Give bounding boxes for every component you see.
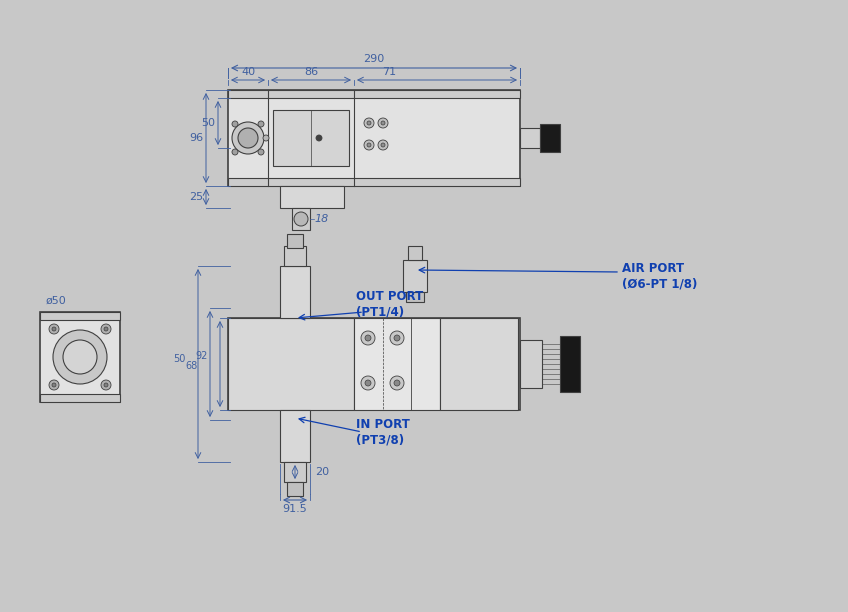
Circle shape [367, 143, 371, 147]
Circle shape [232, 122, 264, 154]
Circle shape [361, 331, 375, 345]
Text: 68: 68 [186, 361, 198, 371]
Bar [520, 128, 540, 148]
Bar [228, 318, 354, 410]
Circle shape [104, 327, 108, 331]
Circle shape [381, 143, 385, 147]
Bar [440, 318, 518, 410]
Circle shape [394, 380, 400, 386]
Bar [228, 90, 520, 186]
Circle shape [378, 140, 388, 150]
Text: 92: 92 [196, 351, 208, 361]
Circle shape [316, 135, 322, 141]
Circle shape [390, 376, 404, 390]
Circle shape [378, 118, 388, 128]
Circle shape [63, 340, 97, 374]
Circle shape [101, 380, 111, 390]
Bar [520, 340, 542, 388]
Bar [40, 312, 120, 402]
Bar [280, 410, 310, 462]
Circle shape [364, 140, 374, 150]
Circle shape [53, 330, 107, 384]
Text: 290: 290 [364, 54, 385, 64]
Bar [40, 394, 120, 402]
Bar [406, 292, 424, 302]
Circle shape [52, 327, 56, 331]
Circle shape [232, 121, 238, 127]
Bar [287, 234, 303, 248]
Circle shape [238, 128, 258, 148]
Text: 20: 20 [315, 467, 329, 477]
Circle shape [365, 335, 371, 341]
Bar [354, 318, 440, 410]
Circle shape [49, 324, 59, 334]
Circle shape [394, 335, 400, 341]
Bar [40, 312, 120, 320]
Bar [560, 336, 580, 392]
Bar [540, 124, 560, 152]
Text: ø50: ø50 [46, 296, 67, 306]
Bar [284, 462, 306, 482]
Bar [280, 266, 310, 318]
Circle shape [49, 380, 59, 390]
Bar [403, 260, 427, 292]
Circle shape [258, 149, 264, 155]
Circle shape [364, 118, 374, 128]
Bar [228, 318, 520, 410]
Bar [287, 482, 303, 496]
Circle shape [361, 376, 375, 390]
Text: IN PORT
(PT3/8): IN PORT (PT3/8) [356, 418, 410, 446]
Circle shape [294, 212, 308, 226]
Circle shape [258, 121, 264, 127]
Bar [292, 208, 310, 230]
Bar [228, 178, 520, 186]
Bar [280, 186, 344, 208]
Circle shape [381, 121, 385, 125]
Circle shape [101, 324, 111, 334]
Bar [284, 246, 306, 266]
Text: 86: 86 [304, 67, 318, 77]
Circle shape [365, 380, 371, 386]
Circle shape [263, 135, 269, 141]
Text: 40: 40 [241, 67, 255, 77]
Text: 91.5: 91.5 [282, 504, 307, 514]
Text: 25: 25 [189, 192, 203, 202]
Text: 96: 96 [189, 133, 203, 143]
Circle shape [367, 121, 371, 125]
Text: 50: 50 [174, 354, 186, 364]
Text: 50: 50 [201, 118, 215, 128]
Text: AIR PORT
(Ø6-PT 1/8): AIR PORT (Ø6-PT 1/8) [622, 262, 697, 290]
Bar [273, 110, 349, 166]
Text: 71: 71 [382, 67, 396, 77]
Circle shape [390, 331, 404, 345]
Bar [228, 90, 520, 98]
Circle shape [232, 149, 238, 155]
Circle shape [52, 383, 56, 387]
Text: 18: 18 [314, 214, 328, 224]
Circle shape [104, 383, 108, 387]
Bar [408, 246, 422, 260]
Text: OUT PORT
(PT1/4): OUT PORT (PT1/4) [356, 290, 423, 318]
